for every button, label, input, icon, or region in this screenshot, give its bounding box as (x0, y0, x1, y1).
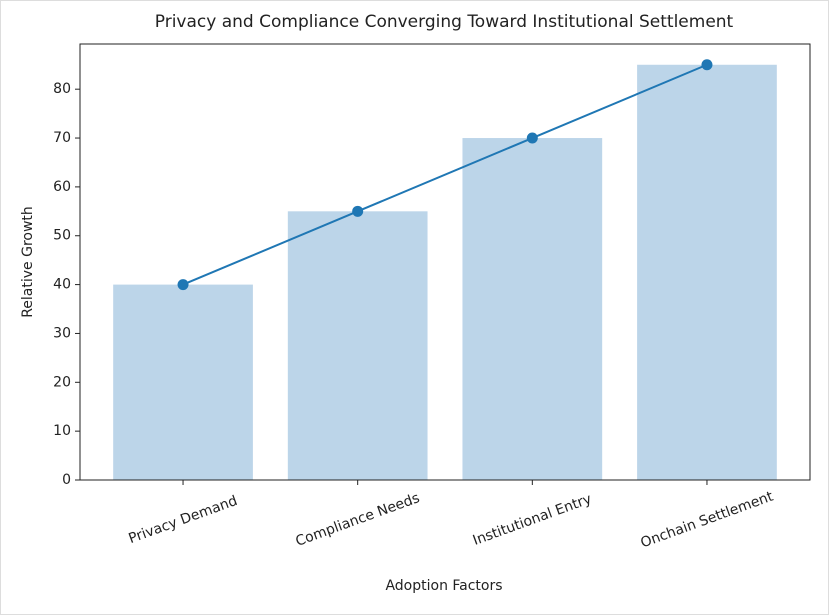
line (182, 63, 708, 286)
y-tick-label: 0 (62, 472, 71, 488)
x-axis-label: Adoption Factors (385, 578, 502, 594)
chart-title: Privacy and Compliance Converging Toward… (155, 12, 734, 32)
y-tick-label: 80 (53, 81, 71, 97)
bar (113, 284, 253, 480)
y-tick-label: 60 (53, 179, 71, 195)
line-marker (352, 205, 364, 217)
y-tick-label: 10 (53, 423, 71, 439)
line-marker (701, 59, 713, 71)
y-tick-label: 70 (53, 130, 71, 146)
y-tick-label: 20 (53, 374, 71, 390)
y-tick-label: 30 (53, 325, 71, 341)
bar (462, 138, 603, 480)
line-marker (177, 279, 189, 291)
bar (637, 64, 777, 480)
bar (287, 211, 428, 480)
plot-frame (79, 43, 811, 481)
y-axis-label: Relative Growth (20, 206, 36, 318)
y-tick-label: 50 (53, 228, 71, 244)
line-marker (526, 132, 538, 144)
y-tick-label: 40 (53, 277, 71, 293)
